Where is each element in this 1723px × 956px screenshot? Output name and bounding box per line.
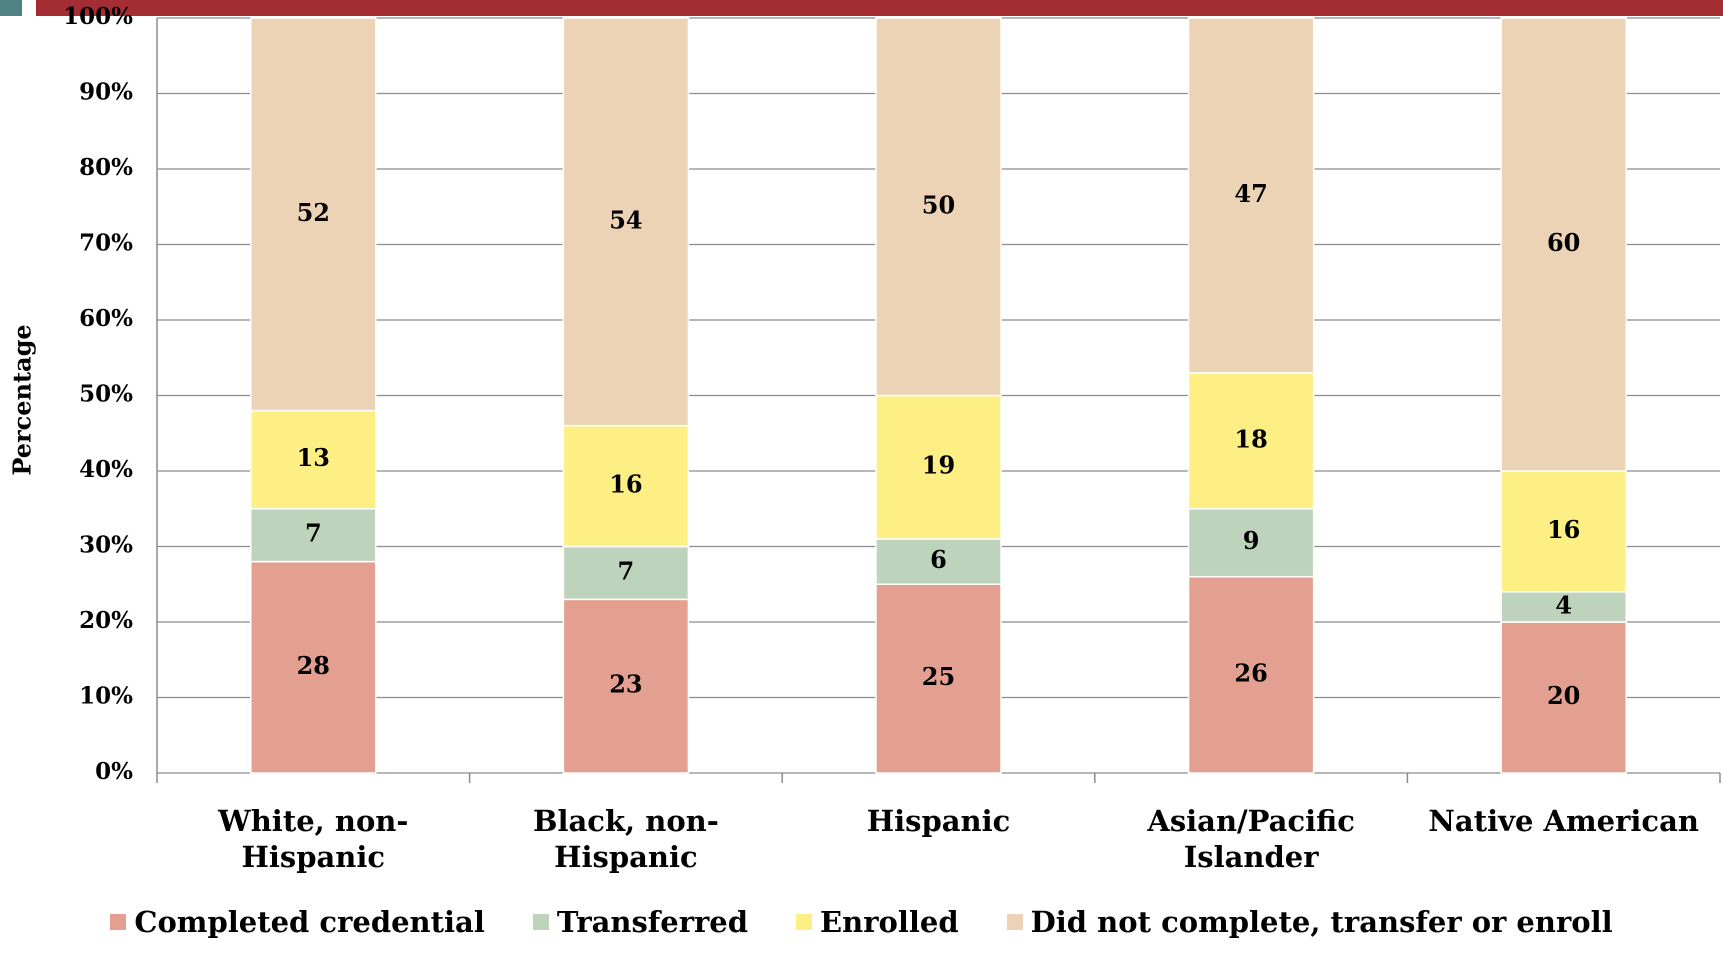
bar-segment (562, 17, 690, 427)
legend-item: Transferred (532, 905, 749, 939)
data-label: 26 (1234, 658, 1267, 687)
legend-swatch (110, 914, 127, 930)
legend-label: Completed credential (134, 905, 485, 939)
y-tick-label: 40% (79, 456, 133, 483)
y-tick-label: 70% (79, 230, 133, 257)
data-label: 23 (609, 670, 642, 699)
data-label: 13 (297, 443, 330, 472)
bar-segment (562, 424, 690, 548)
legend-item: Enrolled (796, 905, 959, 939)
bar-segment (875, 538, 1002, 586)
bar-segment (1187, 17, 1315, 374)
data-label: 60 (1547, 228, 1580, 257)
data-label: 16 (1547, 515, 1580, 544)
data-label: 52 (297, 198, 330, 227)
data-label: 6 (930, 545, 947, 574)
legend-swatch (532, 914, 549, 930)
legend: Completed credential Transferred Enrolled D… (0, 905, 1723, 939)
legend-swatch (796, 914, 813, 930)
y-tick-label: 30% (79, 532, 133, 559)
data-label: 28 (297, 651, 330, 680)
y-tick-label: 100% (63, 3, 133, 30)
data-label: 20 (1547, 681, 1580, 710)
bar-segment (562, 598, 690, 774)
data-label: 50 (922, 190, 955, 219)
data-label: 4 (1555, 590, 1572, 619)
bar-segment (562, 545, 690, 601)
data-label: 54 (609, 205, 642, 234)
y-tick-label: 50% (79, 381, 133, 408)
bar-segment (875, 17, 1002, 397)
data-label: 25 (922, 662, 955, 691)
bar-segment (1187, 508, 1315, 578)
x-tick-label: Asian/Pacific Islander (1147, 804, 1355, 874)
y-tick-label: 60% (79, 305, 133, 332)
bar-segment (250, 560, 377, 774)
bar-segment (250, 508, 377, 563)
bar-segment (250, 17, 377, 412)
header-band (36, 0, 1723, 16)
bar-segment (1187, 575, 1315, 774)
bar-segment (1500, 621, 1627, 774)
y-tick-label: 10% (79, 683, 133, 710)
x-tick-label: Native American (1428, 804, 1699, 838)
data-label: 18 (1234, 424, 1267, 453)
data-label: 9 (1243, 526, 1260, 555)
legend-swatch (1006, 914, 1023, 930)
legend-item: Did not complete, transfer or enroll (1006, 905, 1613, 939)
y-tick-label: 80% (79, 154, 133, 181)
header-square (0, 0, 22, 16)
y-tick-label: 90% (79, 79, 133, 106)
data-label: 7 (618, 556, 635, 585)
bar-segment (875, 394, 1002, 540)
bar-segment (1500, 17, 1627, 472)
x-tick-label: Black, non-Hispanic (532, 804, 719, 874)
legend-item: Completed credential (110, 905, 485, 939)
legend-label: Enrolled (820, 905, 959, 939)
data-label: 16 (609, 470, 642, 499)
y-tick-label: 20% (79, 607, 133, 634)
data-label: 19 (922, 451, 955, 480)
bar-segment (875, 583, 1002, 774)
legend-label: Did not complete, transfer or enroll (1030, 905, 1613, 939)
data-label: 7 (305, 519, 322, 548)
y-tick-label: 0% (95, 758, 133, 785)
x-tick-label: Hispanic (866, 804, 1011, 838)
legend-label: Transferred (556, 905, 749, 939)
data-label: 47 (1234, 179, 1267, 208)
y-axis-label: Percentage (8, 324, 37, 475)
x-tick-label: White, non-Hispanic (218, 804, 409, 874)
bar-segment (1500, 591, 1627, 623)
